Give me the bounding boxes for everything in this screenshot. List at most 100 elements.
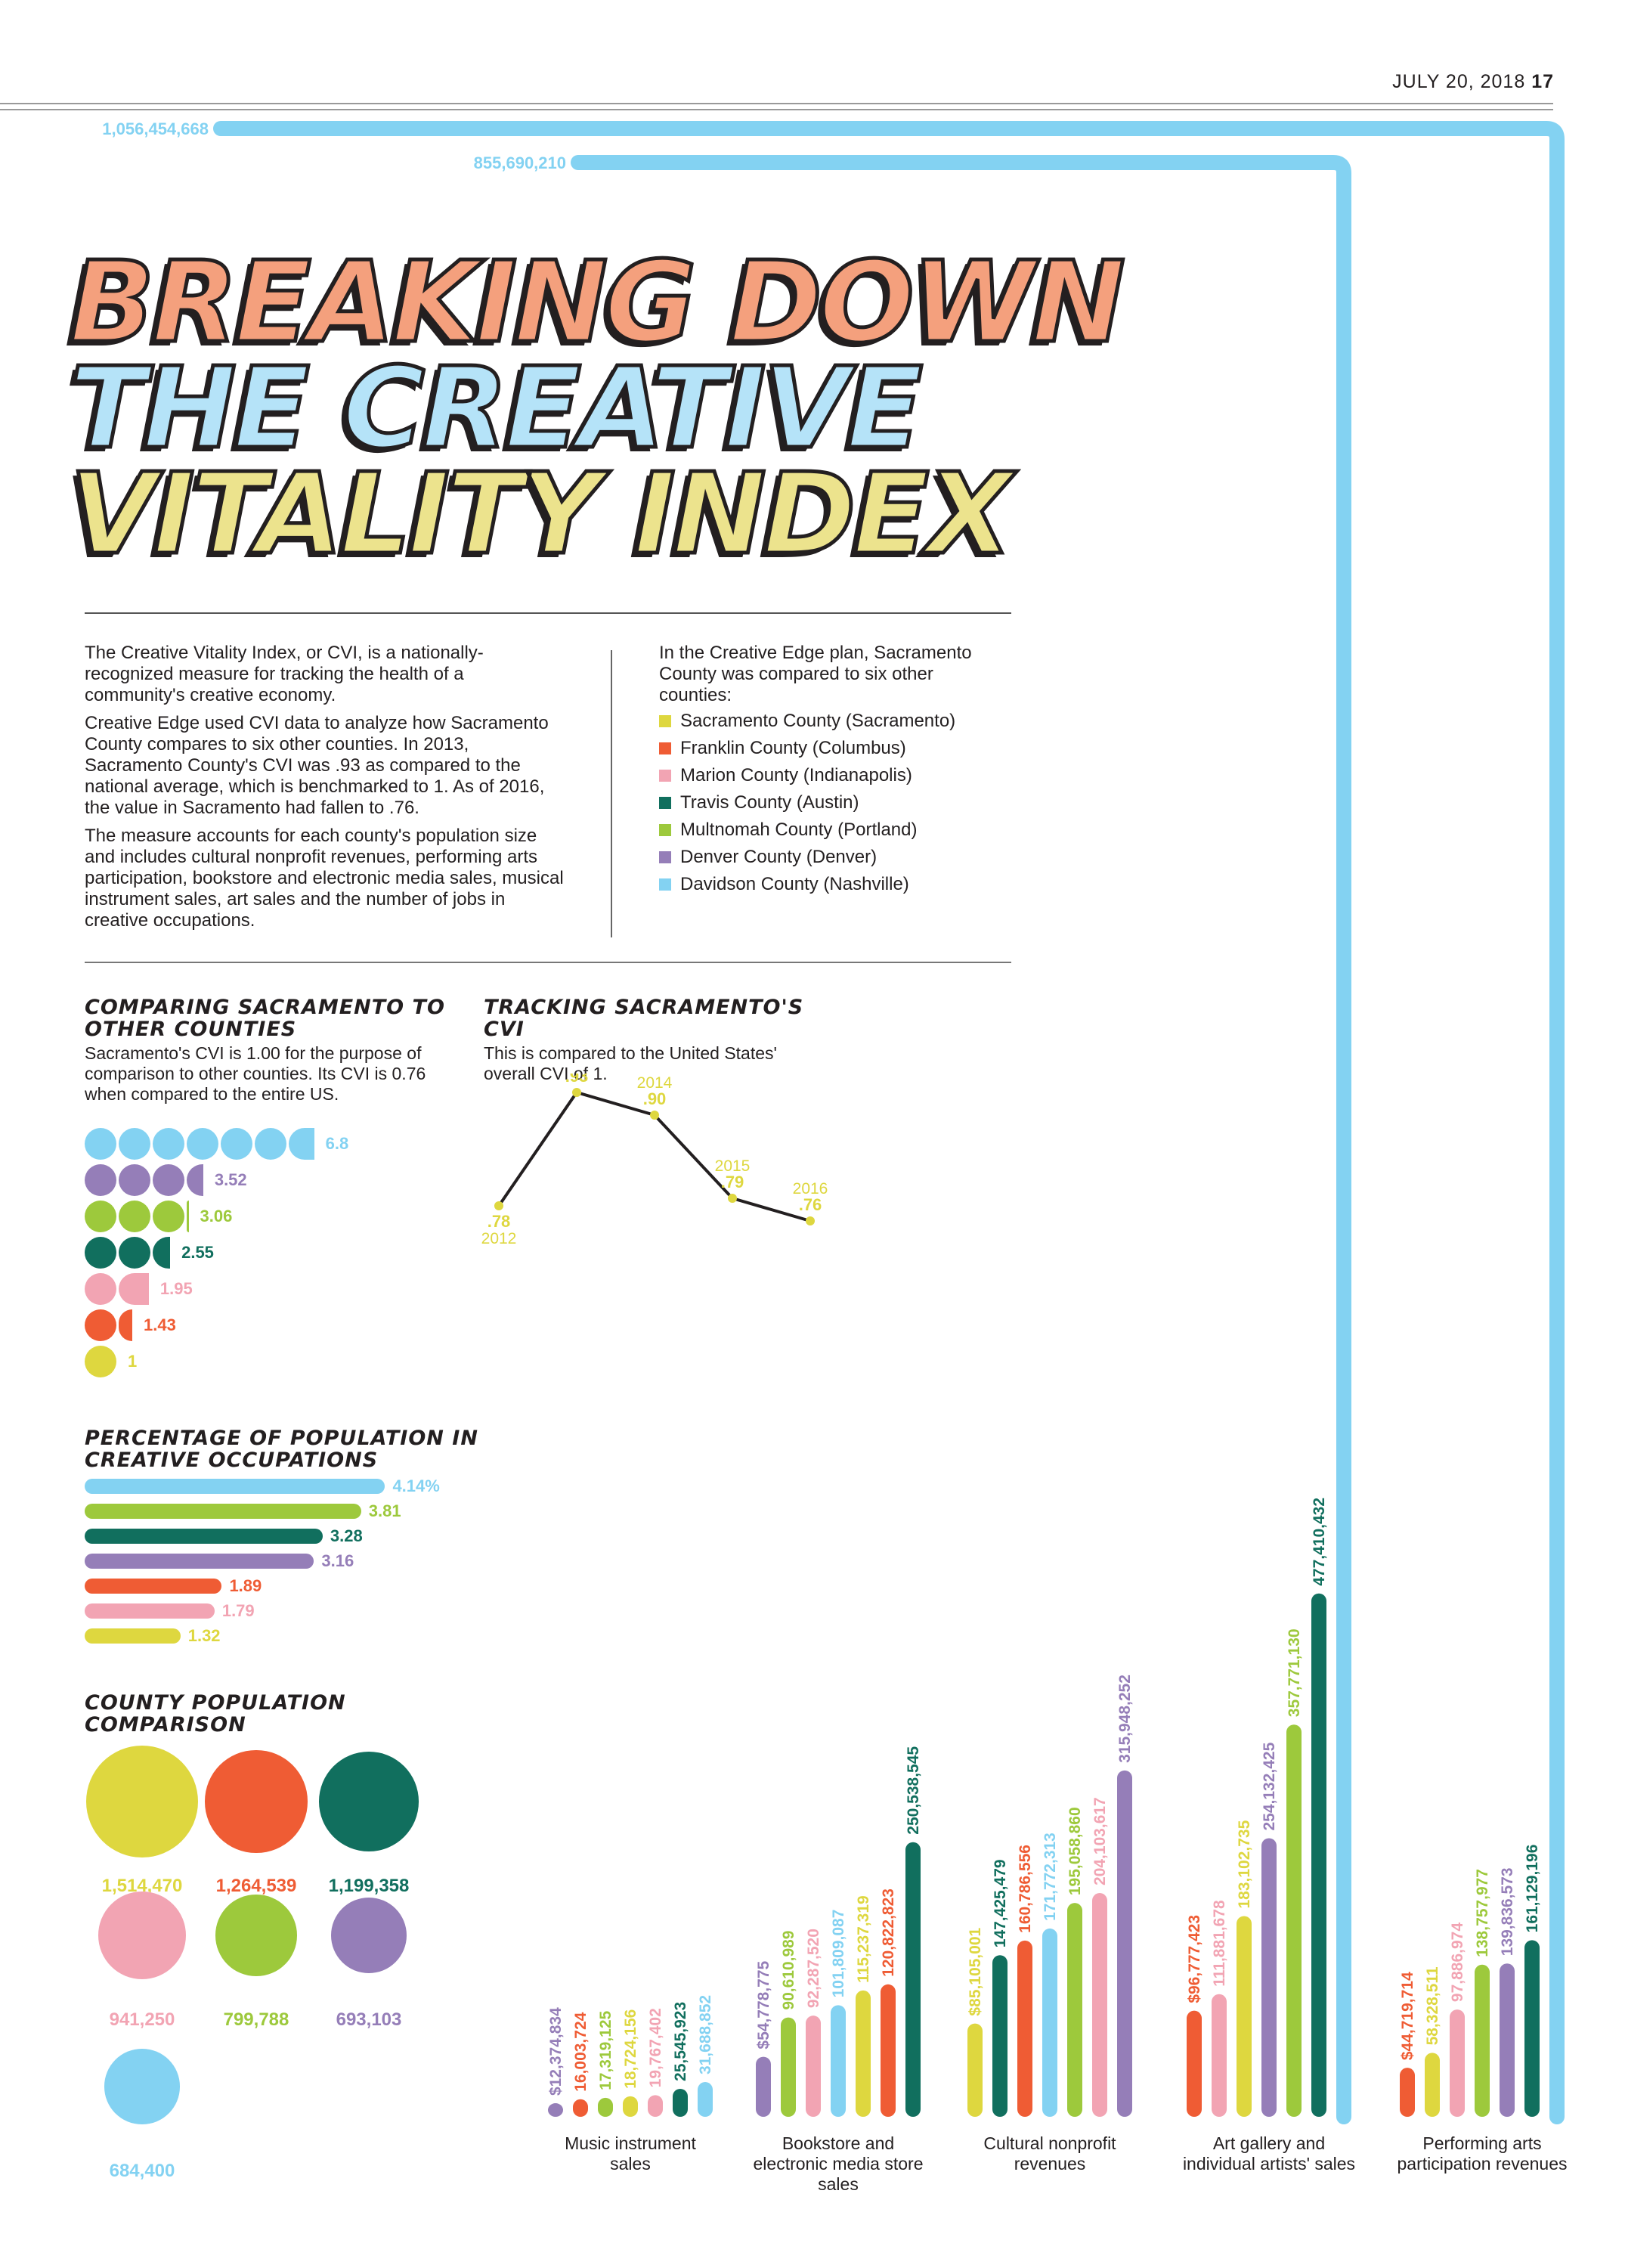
page-number: 17: [1531, 71, 1554, 92]
cvi-value: 1.43: [144, 1315, 176, 1334]
population-circle: [319, 1752, 419, 1851]
cvi-dot: [85, 1237, 116, 1269]
pop-section: COUNTY POPULATION COMPARISON: [85, 1692, 402, 1736]
revenue-bar: [648, 2095, 663, 2117]
intro-text: The Creative Vitality Index, or CVI, is …: [85, 643, 568, 938]
population-value: 941,250: [109, 2009, 175, 2030]
revenue-bar-label: 31,688,852: [697, 1995, 714, 2074]
header-rule-bottom: [0, 109, 1553, 110]
legend-item: Travis County (Austin): [659, 789, 992, 816]
cvi-dot: [85, 1128, 116, 1160]
cvi-value: 1.95: [159, 1279, 193, 1298]
revenue-bar-label: 101,809,087: [830, 1910, 847, 1998]
revenue-bar-label: 139,836,573: [1499, 1867, 1516, 1956]
revenue-bar: [831, 2005, 846, 2117]
revenue-bar-label: 161,129,196: [1524, 1845, 1541, 1933]
pct-row: 3.16: [85, 1551, 354, 1570]
cvi-row: 3.06: [85, 1199, 232, 1234]
legend-label: Sacramento County (Sacramento): [680, 711, 956, 731]
revenue-bar: [1117, 1770, 1132, 2117]
cvi-value: 3.06: [200, 1207, 233, 1225]
population-item: 1,514,470: [74, 1746, 210, 1897]
revenue-bar-label: 25,545,923: [672, 2002, 689, 2081]
cvi-dot: [119, 1201, 150, 1232]
legend-item: Sacramento County (Sacramento): [659, 708, 992, 735]
cvi-dot-partial: [187, 1201, 189, 1232]
revenue-bar-label: 1,056,454,668: [102, 119, 209, 138]
revenue-bar: [1450, 2009, 1465, 2117]
pct-value: 1.32: [187, 1626, 221, 1645]
legend-item: Marion County (Indianapolis): [659, 762, 992, 789]
revenue-bar: [881, 1984, 896, 2117]
revenue-bar: [1067, 1903, 1082, 2117]
revenue-bar: [806, 2015, 821, 2117]
revenue-bar: [673, 2088, 688, 2117]
population-item: 941,250: [74, 1891, 210, 2031]
population-value: 1,264,539: [215, 1875, 297, 1896]
cvi-dot: [119, 1128, 150, 1160]
cvi-dot: [85, 1273, 116, 1305]
legend-label: Multnomah County (Portland): [680, 820, 918, 840]
legend-swatch: [659, 715, 671, 727]
revenue-bar-label: 16,003,724: [572, 2012, 590, 2091]
revenue-bar-label: 147,425,479: [992, 1859, 1009, 1947]
pct-bar: [85, 1554, 314, 1569]
cvi-trend-point: [494, 1201, 503, 1210]
pct-row: 1.79: [85, 1601, 255, 1620]
intro-divider: [611, 650, 612, 937]
revenue-bar-label: 160,786,556: [1017, 1845, 1034, 1933]
revenue-bar: [548, 2103, 563, 2117]
cvi-dot: [85, 1201, 116, 1232]
pct-bar: [85, 1504, 361, 1519]
cvi-trend-value: .93: [565, 1074, 589, 1086]
cvi-trend-year: 2015: [715, 1157, 751, 1175]
revenue-bar: [623, 2096, 638, 2117]
population-circle: [104, 2049, 180, 2124]
population-item: 799,788: [188, 1895, 324, 2031]
revenue-bar-label: 58,328,511: [1424, 1966, 1441, 2045]
revenue-bar-label: 120,822,823: [880, 1888, 897, 1977]
legend-label: Denver County (Denver): [680, 847, 878, 867]
legend-swatch: [659, 824, 671, 836]
cvi-trend-value: .90: [643, 1089, 667, 1108]
legend-swatch: [659, 770, 671, 782]
legend-item: Franklin County (Columbus): [659, 735, 992, 762]
cvi-trend-year: 2012: [481, 1230, 517, 1247]
cvi-dot: [85, 1164, 116, 1196]
cvi-trend-value: .78: [488, 1212, 511, 1231]
revenue-bar-label: $96,777,423: [1186, 1915, 1203, 2003]
intro-paragraph: The measure accounts for each county's p…: [85, 826, 564, 931]
revenue-bar: [573, 2099, 588, 2117]
revenue-bar: [992, 1955, 1008, 2117]
revenue-bar: [1092, 1893, 1107, 2117]
tracking-title: TRACKING SACRAMENTO'S CVI: [484, 996, 804, 1041]
revenue-bar: [1475, 1964, 1490, 2117]
revenue-bar-label: 92,287,520: [805, 1929, 822, 2008]
pct-bar: [85, 1628, 181, 1644]
revenue-bar-label: 19,767,402: [647, 2008, 664, 2087]
revenue-bar-label: 183,102,735: [1236, 1820, 1253, 1908]
cvi-trend-point: [806, 1216, 815, 1225]
cvi-dot: [119, 1164, 150, 1196]
cvi-value: 3.52: [214, 1170, 247, 1189]
headline-line-2: THE CREATIVE: [68, 343, 925, 473]
cvi-dot: [221, 1128, 252, 1160]
headline-line-1: BREAKING DOWN: [68, 237, 1128, 367]
population-circle: [98, 1891, 187, 1980]
cvi-value: 2.55: [181, 1243, 214, 1262]
legend-item: Davidson County (Nashville): [659, 871, 992, 898]
revenue-bar-label: 195,058,860: [1066, 1807, 1084, 1895]
county-legend: In the Creative Edge plan, Sacramento Co…: [659, 643, 992, 898]
legend-swatch: [659, 742, 671, 754]
revenue-bar: [1425, 2053, 1440, 2117]
pct-row: 4.14%: [85, 1476, 440, 1495]
pct-value: 3.16: [321, 1551, 354, 1570]
revenue-category-label: Music instrument sales: [565, 2133, 696, 2174]
revenue-bar-label: 115,237,319: [855, 1895, 872, 1983]
revenue-bar: [1212, 1994, 1227, 2117]
legend-intro: In the Creative Edge plan, Sacramento Co…: [659, 643, 972, 705]
revenue-bar-label: 17,319,125: [597, 2010, 614, 2090]
revenue-bar-label: 477,410,432: [1311, 1498, 1328, 1586]
